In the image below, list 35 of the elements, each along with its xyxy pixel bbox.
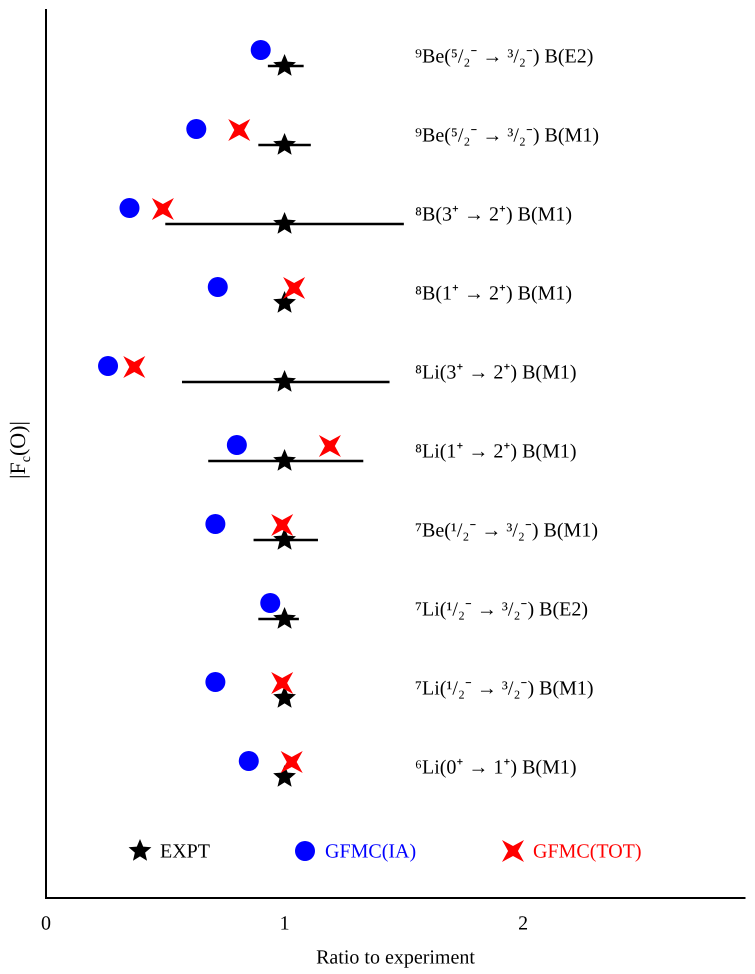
legend-label: GFMC(TOT) (533, 840, 642, 862)
point (271, 672, 294, 694)
y-tick-label: ⁹Be(⁵/₂⁻ → ³/₂⁻) B(E2) (415, 45, 594, 68)
point (152, 198, 174, 220)
y-tick-label: ⁷Be(¹/₂⁻ → ³/₂⁻) B(M1) (415, 519, 598, 542)
x-tick-label: 1 (280, 912, 290, 934)
x-axis-title: Ratio to experiment (316, 946, 476, 968)
y-tick-label: ⁸Li(1⁺ → 2⁺) B(M1) (415, 440, 577, 462)
point (120, 198, 140, 218)
x-tick-label: 0 (41, 912, 51, 934)
point (123, 356, 146, 378)
point (318, 435, 341, 457)
point (228, 119, 250, 141)
point (205, 514, 226, 534)
x-tick-label: 2 (518, 912, 528, 934)
point (250, 40, 271, 60)
point (205, 672, 226, 692)
point (208, 277, 228, 297)
point (226, 435, 247, 455)
y-tick-label: ⁸Li(3⁺ → 2⁺) B(M1) (415, 361, 577, 384)
legend-label: EXPT (160, 840, 210, 862)
y-tick-label: ⁷Li(¹/₂⁻ → ³/₂⁻) B(E2) (415, 598, 588, 620)
y-tick-label: ⁷Li(¹/₂⁻ → ³/₂⁻) B(M1) (415, 677, 594, 700)
y-tick-label: ⁹Be(⁵/₂⁻ → ³/₂⁻) B(M1) (415, 124, 599, 146)
point (186, 119, 206, 139)
y-tick-label: ⁸B(3⁺ → 2⁺) B(M1) (415, 203, 572, 226)
y-tick-label: ⁸B(1⁺ → 2⁺) B(M1) (415, 282, 572, 304)
point (280, 751, 303, 773)
legend-label: GFMC(IA) (325, 840, 416, 862)
point (271, 514, 294, 536)
y-tick-label: ⁶Li(0⁺ → 1⁺) B(M1) (415, 756, 577, 778)
point (260, 593, 280, 613)
point (238, 751, 259, 771)
point (283, 277, 306, 299)
point (98, 356, 118, 376)
